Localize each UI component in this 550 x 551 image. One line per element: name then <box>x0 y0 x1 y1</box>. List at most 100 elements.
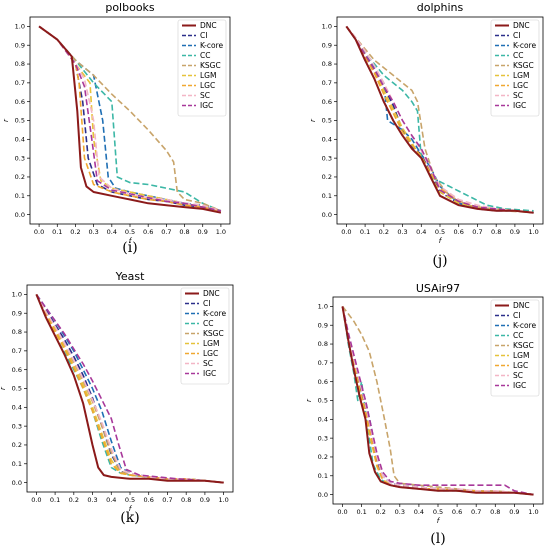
y-tick-label: 1.0 <box>15 23 25 31</box>
y-tick-label: 0.2 <box>12 441 22 449</box>
x-tick-label: 0.2 <box>69 496 79 504</box>
x-axis-label: f <box>129 505 133 513</box>
x-tick-label: 0.6 <box>452 508 462 516</box>
series-line-igc <box>35 293 224 484</box>
x-tick-label: 0.8 <box>179 228 189 236</box>
y-tick-label: 0.4 <box>318 416 328 424</box>
x-tick-label: 0.7 <box>161 228 171 236</box>
y-tick-label: 0.0 <box>322 211 332 219</box>
chart-panel-yeast: Yeast 0.0 0.1 0.2 0.3 0.4 0.5 0.6 0.7 0.8 0.9 1.0 0.… <box>0 270 234 526</box>
y-axis-label: r <box>2 118 10 122</box>
legend-entry: SC <box>203 359 213 368</box>
series-line-ci <box>38 25 222 212</box>
series-line-dnc <box>341 306 534 496</box>
legend-entry: LGC <box>513 81 528 90</box>
series-line-lgc <box>341 306 534 496</box>
y-tick-label: 0.5 <box>322 117 332 125</box>
legend-entry: IGC <box>200 101 213 110</box>
legend-entry: DNC <box>513 21 530 30</box>
y-tick-label: 0.4 <box>15 136 25 144</box>
x-tick-label: 0.4 <box>414 508 424 516</box>
y-tick-label: 0.3 <box>12 422 22 430</box>
x-tick-label: 0.1 <box>50 496 60 504</box>
legend-entry: CC <box>513 331 523 340</box>
x-tick-label: 0.5 <box>433 508 443 516</box>
legend-entry: KSGC <box>203 329 224 338</box>
series-line-dnc <box>35 294 224 484</box>
y-tick-label: 0.8 <box>12 328 22 336</box>
legend-entry: LGM <box>203 339 219 348</box>
legend-entry: CC <box>513 51 523 60</box>
y-tick-label: 0.5 <box>12 385 22 393</box>
y-tick-label: 0.4 <box>322 136 332 144</box>
y-tick-label: 0.6 <box>15 98 25 106</box>
y-tick-label: 0.0 <box>318 491 328 499</box>
legend-box <box>490 19 540 117</box>
legend-entry: LGM <box>200 71 216 80</box>
panel-label: (l) <box>430 531 445 547</box>
legend-entry: IGC <box>513 381 526 390</box>
y-tick-label: 0.0 <box>12 479 22 487</box>
legend-box <box>177 19 227 117</box>
y-axis-label: r <box>0 386 7 390</box>
y-tick-label: 0.6 <box>318 378 328 386</box>
legend-entry: LGC <box>513 361 528 370</box>
x-tick-label: 0.6 <box>143 228 153 236</box>
legend-entry: KSGC <box>513 61 534 70</box>
x-tick-label: 0.4 <box>106 496 116 504</box>
x-axis-label: f <box>129 237 133 245</box>
y-tick-label: 1.0 <box>318 303 328 311</box>
chart-panel-usair97: USAir97 0.0 0.1 0.2 0.3 0.4 0.5 0.6 0.7 0.8 0.9 1.0… <box>305 282 544 547</box>
x-tick-label: 0.4 <box>416 228 426 236</box>
x-tick-label: 0.9 <box>509 508 519 516</box>
x-tick-label: 0.0 <box>341 228 351 236</box>
x-tick-label: 0.0 <box>31 496 41 504</box>
series-line-igc <box>38 25 222 212</box>
series-line-dnc <box>38 25 222 214</box>
legend-entry: SC <box>200 91 210 100</box>
legend-entry: CI <box>203 299 210 308</box>
y-tick-label: 0.0 <box>15 211 25 219</box>
x-tick-label: 0.8 <box>491 228 501 236</box>
legend-entry: K-core <box>513 41 536 50</box>
legend-entry: DNC <box>203 289 220 298</box>
y-tick-label: 0.9 <box>15 41 25 49</box>
chart-panel-polbooks: polbooks 0.0 0.1 0.2 0.3 0.4 0.5 0.6 0.7 0.8 0.9 1.… <box>2 1 231 256</box>
x-tick-label: 1.0 <box>218 496 228 504</box>
panel-label: (i) <box>122 240 137 256</box>
legend-entry: IGC <box>203 369 216 378</box>
legend-entry: CI <box>513 311 520 320</box>
x-tick-label: 0.7 <box>472 228 482 236</box>
legend-entry: SC <box>513 371 523 380</box>
x-tick-label: 1.0 <box>528 228 538 236</box>
y-tick-label: 0.9 <box>322 41 332 49</box>
y-tick-label: 0.4 <box>12 404 22 412</box>
legend-entry: K-core <box>203 309 226 318</box>
y-tick-label: 0.8 <box>322 60 332 68</box>
y-tick-label: 0.5 <box>318 397 328 405</box>
y-tick-label: 0.7 <box>322 79 332 87</box>
y-tick-label: 0.1 <box>12 460 22 468</box>
y-tick-label: 0.8 <box>318 340 328 348</box>
legend-box <box>490 299 540 397</box>
y-tick-label: 0.6 <box>322 98 332 106</box>
series-line-sc <box>341 306 534 496</box>
x-tick-label: 0.0 <box>34 228 44 236</box>
y-tick-label: 0.6 <box>12 366 22 374</box>
legend-entry: CI <box>513 31 520 40</box>
x-tick-label: 1.0 <box>528 508 538 516</box>
legend-entry: K-core <box>513 321 536 330</box>
chart-title: polbooks <box>105 1 155 14</box>
x-tick-label: 0.7 <box>162 496 172 504</box>
y-tick-label: 0.1 <box>318 472 328 480</box>
legend-box <box>180 287 230 385</box>
x-tick-label: 0.1 <box>356 508 366 516</box>
y-tick-label: 0.7 <box>12 347 22 355</box>
legend-entry: CI <box>200 31 207 40</box>
y-tick-label: 0.2 <box>15 173 25 181</box>
y-axis-label: r <box>309 118 317 122</box>
y-tick-label: 1.0 <box>322 23 332 31</box>
x-axis-label: f <box>437 517 441 525</box>
x-tick-label: 0.9 <box>510 228 520 236</box>
